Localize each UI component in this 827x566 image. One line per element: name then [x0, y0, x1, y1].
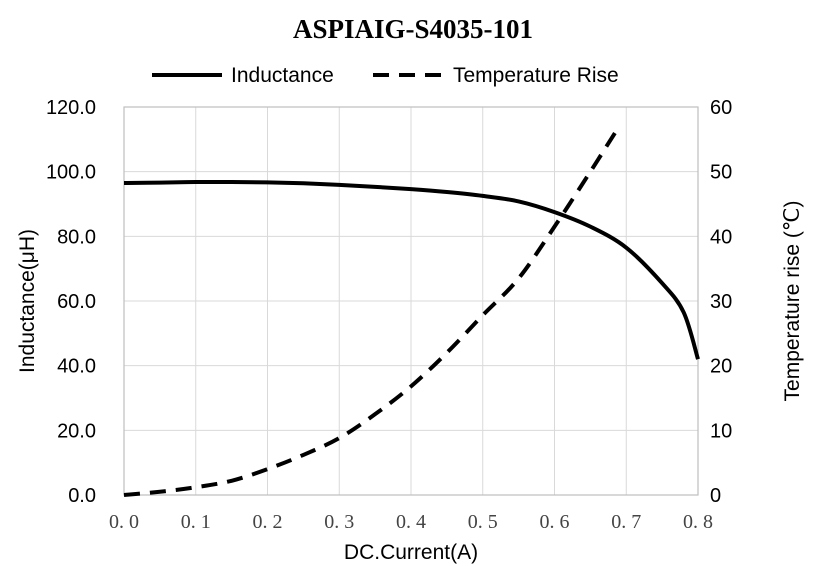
y-tick-label: 40.0: [57, 356, 96, 378]
x-axis-label: DC.Current(A): [344, 541, 478, 564]
x-tick-label: 0. 3: [324, 511, 354, 533]
y2-tick-label: 40: [710, 226, 732, 248]
inductance-line: [123, 179, 700, 360]
y2-tick-label: 10: [710, 420, 732, 442]
chart-title: ASPIAIG-S4035-101: [293, 14, 533, 44]
x-tick-label: 0. 8: [683, 511, 713, 533]
grid: [124, 107, 698, 495]
y2-axis-label: Temperature rise (℃): [781, 201, 804, 402]
y2-tick-label: 20: [710, 356, 732, 378]
x-tick-label: 0. 4: [396, 511, 426, 533]
y-tick-label: 100.0: [46, 162, 96, 184]
series: [123, 125, 700, 497]
legend: Inductance Temperature Rise: [152, 64, 619, 87]
y-axis-label: Inductance(μH): [16, 229, 39, 373]
y-axis-left: 0.0 20.0 40.0 60.0 80.0 100.0 120.0: [46, 97, 96, 507]
y-tick-label: 80.0: [57, 226, 96, 248]
y2-tick-label: 0: [710, 485, 721, 507]
x-tick-label: 0. 1: [181, 511, 211, 533]
x-tick-label: 0. 7: [611, 511, 641, 533]
y2-tick-label: 50: [710, 162, 732, 184]
y-tick-label: 60.0: [57, 291, 96, 313]
x-tick-label: 0. 0: [109, 511, 139, 533]
x-axis: 0. 0 0. 1 0. 2 0. 3 0. 4 0. 5 0. 6 0. 7 0. 8: [109, 511, 713, 533]
x-tick-label: 0. 5: [468, 511, 498, 533]
y-tick-label: 120.0: [46, 97, 96, 119]
legend-inductance-label: Inductance: [231, 64, 334, 87]
legend-temperature-label: Temperature Rise: [453, 64, 619, 87]
plot-frame: [123, 106, 699, 496]
y-tick-label: 20.0: [57, 420, 96, 442]
y2-tick-label: 60: [710, 97, 732, 119]
y-axis-right: 0 10 20 30 40 50 60: [710, 97, 732, 507]
y-tick-label: 0.0: [68, 485, 96, 507]
x-tick-label: 0. 6: [540, 511, 570, 533]
x-tick-label: 0. 2: [253, 511, 283, 533]
temperature-rise-line: [123, 125, 621, 497]
y2-tick-label: 30: [710, 291, 732, 313]
